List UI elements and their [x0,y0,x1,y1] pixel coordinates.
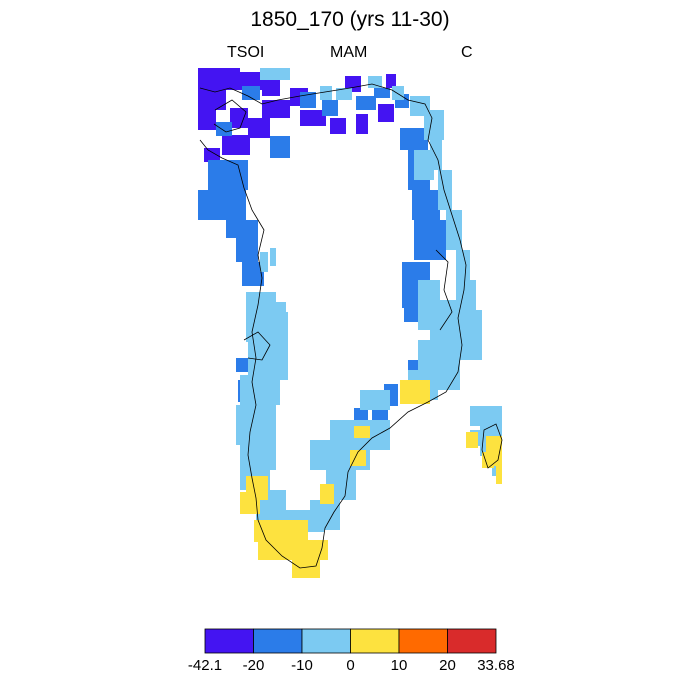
map-cell [336,88,352,100]
map-cell [418,280,440,330]
map-cell [248,340,288,380]
map-cell [198,110,216,130]
map-cell [236,358,250,372]
map-cell [300,110,326,126]
map-cell [374,88,390,98]
map-cell [236,405,276,445]
coastline-fjord-west [243,331,271,361]
map-cell [470,406,502,426]
map-cell [230,108,248,128]
map-cell [222,135,250,155]
map-cell [322,100,338,116]
map-cell [414,220,446,260]
map-cell [356,114,368,134]
map-cell [400,380,430,404]
legend-label: 10 [391,657,408,674]
coastline-island-east [481,423,503,469]
map-cell [438,170,452,210]
legend-color-box [253,628,303,654]
map-cell [242,86,260,100]
map-cell [260,68,290,80]
legend-label: -42.1 [188,657,222,674]
units-label: C [461,44,473,61]
map-cell [402,262,430,282]
map-cell [482,452,494,468]
map-cell [226,220,258,238]
coastline [199,83,503,569]
map-title: 1850_170 (yrs 11-30) [250,8,450,31]
legend-color-box [204,628,254,654]
coastline-fjord-east [435,249,453,331]
map-cell [330,118,346,134]
map-cell [240,440,276,470]
map-cell [320,86,332,100]
map-cell [236,238,258,262]
map-cell [404,308,422,322]
map-cell [260,252,268,272]
legend-label: -20 [243,657,265,674]
map-cell [392,86,404,100]
map-cell [198,68,240,90]
map-cell [350,450,366,466]
season-label: MAM [330,44,368,61]
map-cell [414,150,434,180]
map-cell [204,148,220,162]
map-cell [262,100,290,118]
map-cell [356,96,376,110]
map-cell [216,122,232,136]
map-cell [300,92,316,108]
legend-labels: -42.1 -20 -10 0 10 20 33.68 [188,657,515,674]
legend-boxes [204,628,497,654]
legend-label: 0 [346,657,354,674]
map-cell [240,72,262,90]
map-cell [254,520,308,542]
map-cell [354,426,370,438]
map-cell [248,118,270,138]
map-cell [198,190,246,220]
map-cell [496,464,502,484]
map-cell [360,390,390,410]
map-cell [240,492,260,514]
map-cell [400,128,428,150]
map-cell [262,80,280,96]
map-cell [412,190,440,220]
map-cell [466,432,478,448]
map-cell [368,76,382,88]
coastline-main [199,83,467,569]
map-cell [240,375,280,405]
map-cell [386,74,396,88]
map-cell [208,160,248,190]
map-cell [242,262,264,286]
map-cell [320,484,334,504]
variable-label: TSOI [227,44,265,61]
map-cell [270,136,290,158]
data-cells [198,68,502,578]
legend-color-box [350,628,400,654]
map-cell [456,250,470,280]
legend-label: 33.68 [477,657,515,674]
legend-label: -10 [291,657,313,674]
legend-label: 20 [439,657,456,674]
legend-color-box [447,628,497,654]
map-cell [446,210,462,250]
map-cell [276,302,286,322]
map-cell [378,104,394,122]
map-cell [270,248,276,266]
legend-color-box [301,628,351,654]
legend-color-box [398,628,448,654]
coastline-fjord-north [213,99,247,133]
map-cell [198,90,226,110]
